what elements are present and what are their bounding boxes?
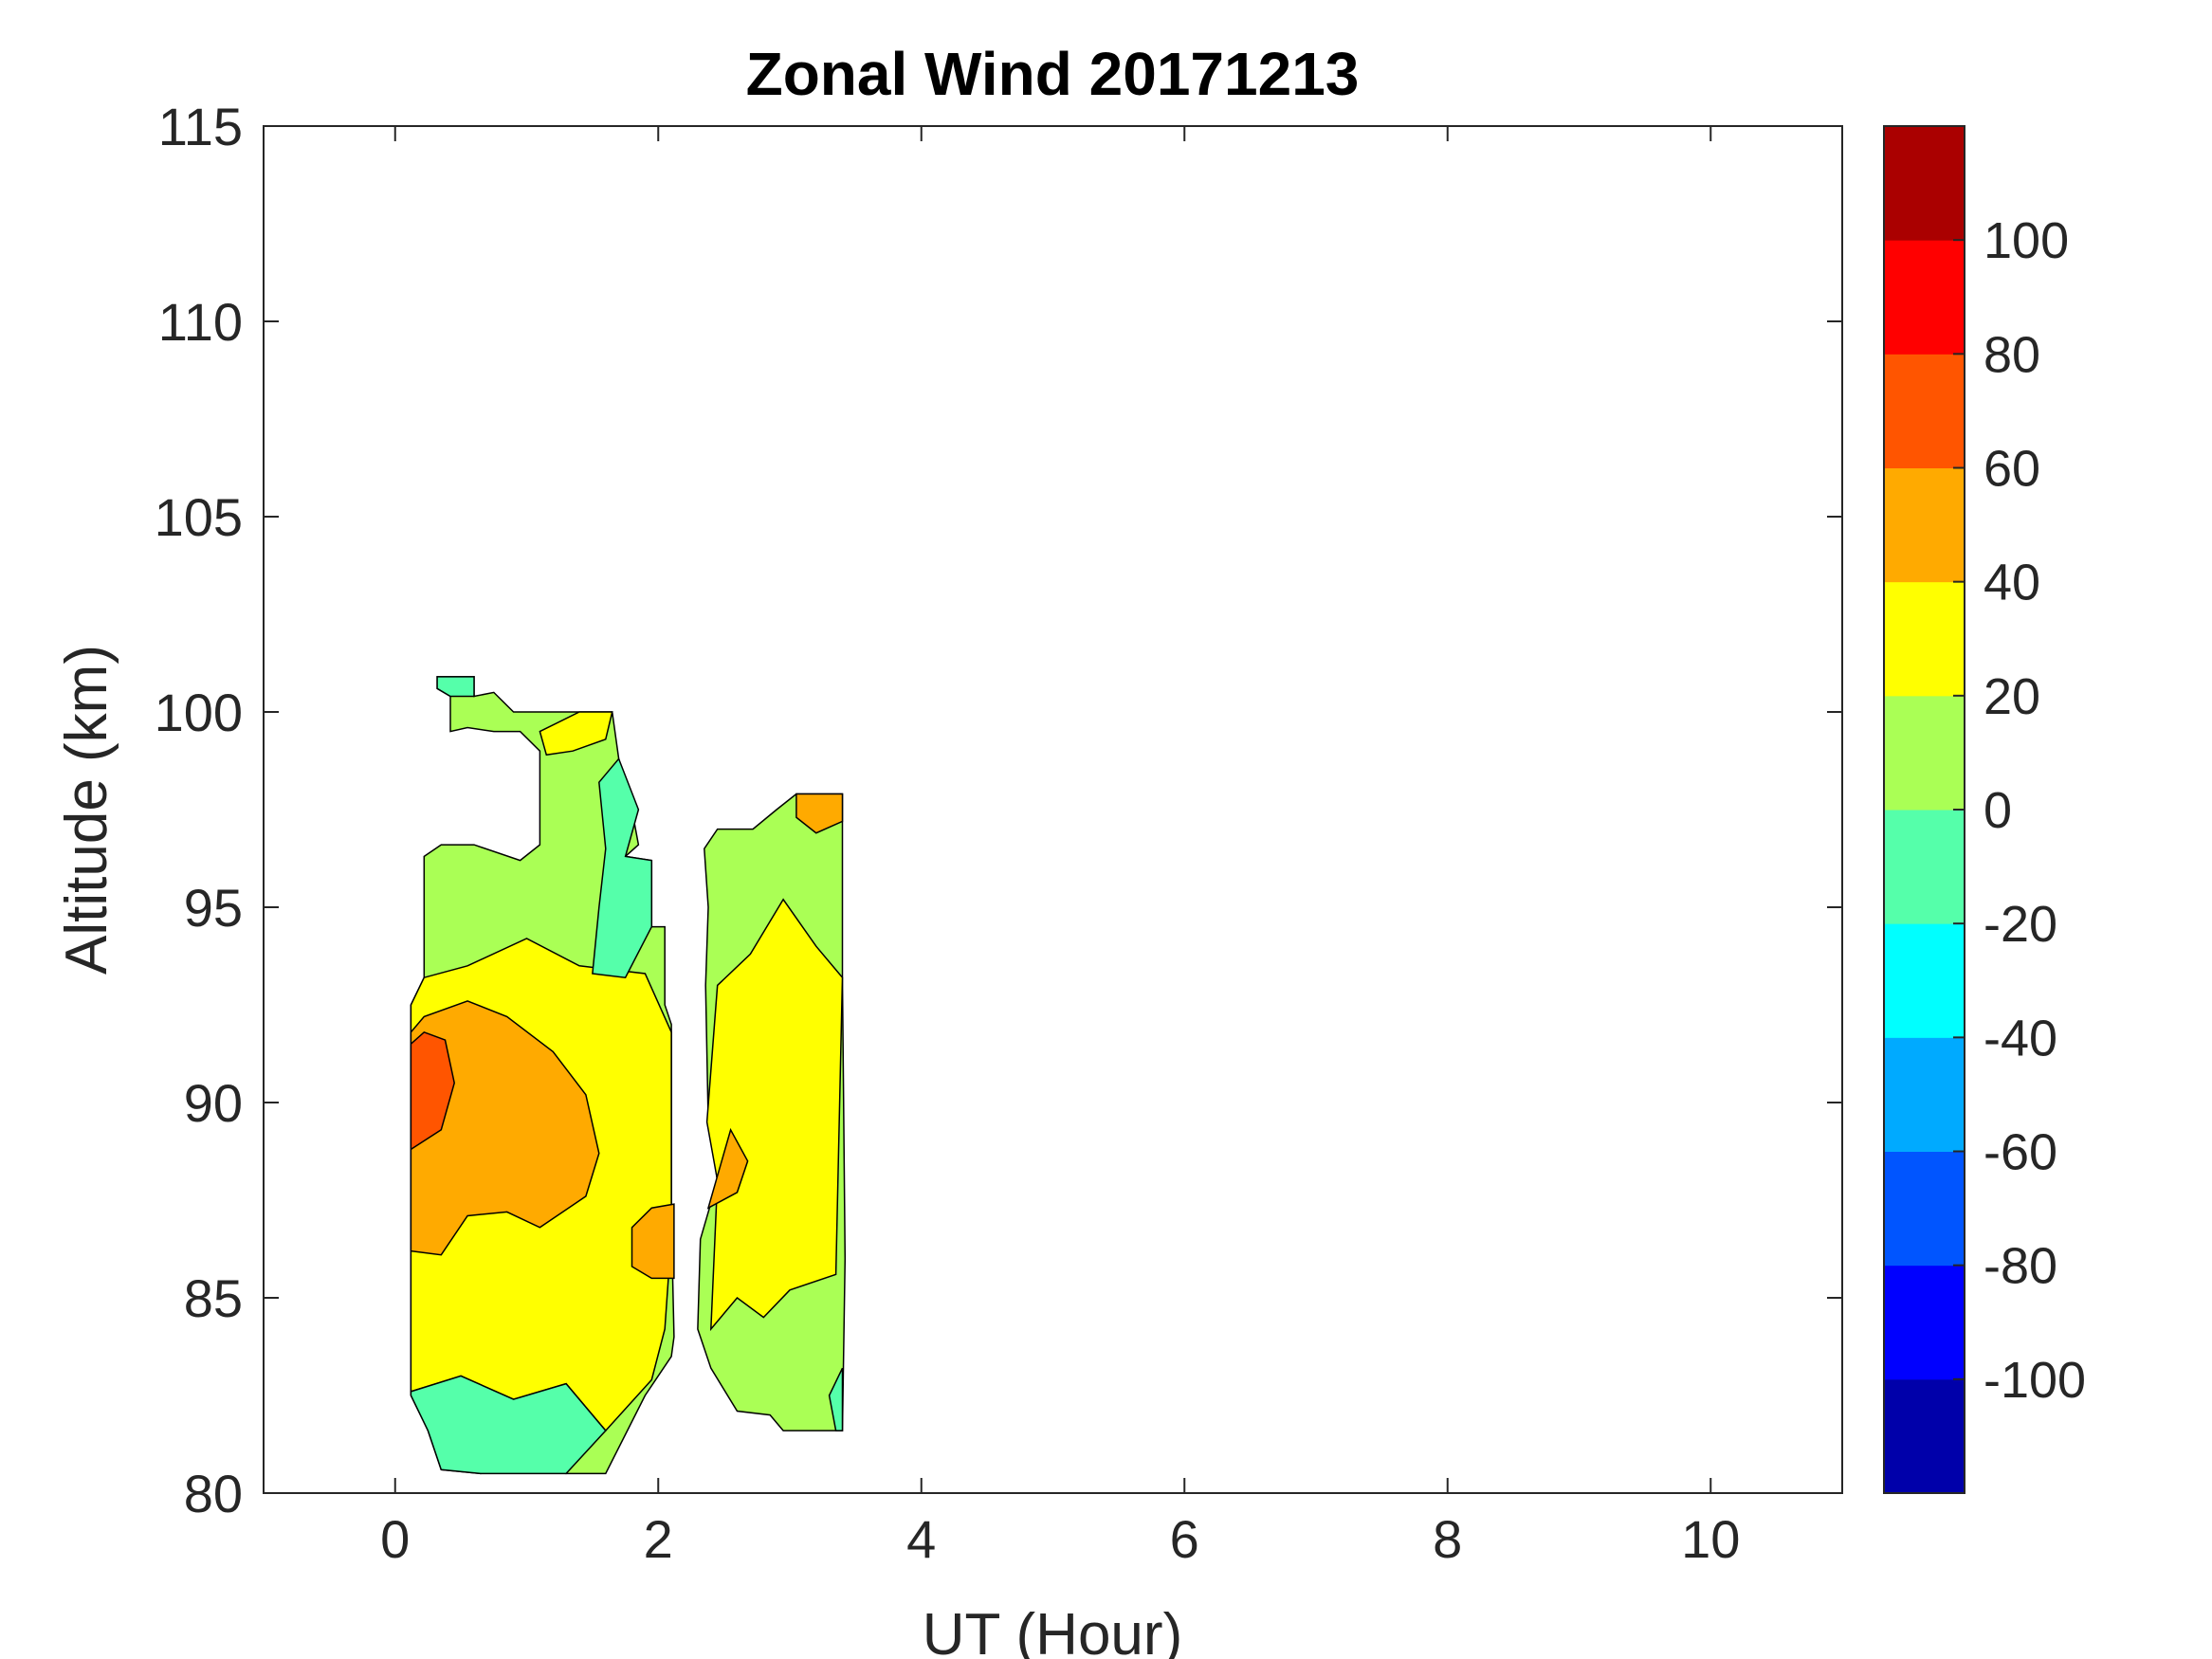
- colorbar-band: [1884, 1265, 1965, 1380]
- colorbar-tick-label: 100: [1983, 212, 2069, 269]
- colorbar-tick-label: 80: [1983, 326, 2040, 383]
- colorbar-band: [1884, 1037, 1965, 1152]
- x-tick-label: 0: [380, 1509, 410, 1569]
- contour-level-12: [828, 1367, 844, 1431]
- contour-level-6: [592, 757, 653, 979]
- colorbar-tick-label: -80: [1983, 1238, 2057, 1295]
- colorbar-tick-label: -40: [1983, 1010, 2057, 1066]
- x-tick-label: 10: [1681, 1509, 1740, 1569]
- contour-level-2: [705, 898, 844, 1332]
- contour-level-10: [706, 1127, 749, 1210]
- x-tick-label: 4: [906, 1509, 936, 1569]
- colorbar-tick-label: 0: [1983, 782, 2012, 839]
- contour-level-9: [795, 793, 844, 834]
- colorbar-tick-label: -60: [1983, 1124, 2057, 1181]
- y-axis: 80 85 90 95 100 105 110 115: [155, 97, 1842, 1523]
- y-tick-label: 80: [184, 1464, 243, 1523]
- y-tick-label: 105: [155, 487, 243, 547]
- colorbar-tick-label: -100: [1983, 1352, 2086, 1409]
- y-tick-label: 100: [155, 683, 243, 742]
- colorbar-band: [1884, 240, 1965, 355]
- colorbar-tick-label: -20: [1983, 896, 2057, 953]
- y-tick-label: 115: [158, 97, 243, 156]
- y-tick-label: 110: [158, 292, 243, 352]
- colorbar-tick-label: 60: [1983, 441, 2040, 498]
- contour-level-8: [539, 711, 613, 757]
- colorbar: -100 -80 -60 -40 -20 0 20 40 60 80 100: [1883, 125, 2086, 1494]
- colorbar-band: [1884, 810, 1965, 924]
- contour-fill-layer: [410, 676, 847, 1475]
- colorbar-band: [1884, 1151, 1965, 1267]
- y-axis-label: Altitude (km): [54, 645, 119, 975]
- x-tick-label: 2: [644, 1509, 673, 1569]
- colorbar-band: [1884, 923, 1965, 1038]
- chart-title: Zonal Wind 20171213: [746, 40, 1360, 108]
- colorbar-band: [1884, 126, 1965, 241]
- colorbar-band: [1884, 581, 1965, 697]
- y-tick-label: 95: [184, 878, 243, 938]
- x-axis-label: UT (Hour): [923, 1602, 1182, 1659]
- y-tick-label: 90: [184, 1073, 243, 1133]
- contour-level-4: [410, 1030, 455, 1151]
- colorbar-tick-label: 40: [1983, 555, 2040, 611]
- contour-level-7: [436, 676, 475, 698]
- colorbar-band: [1884, 695, 1965, 811]
- colorbar-band: [1884, 467, 1965, 583]
- contour-level-11: [631, 1203, 675, 1280]
- x-axis: 0 2 4 6 8 10: [380, 126, 1740, 1569]
- colorbar-band: [1884, 354, 1965, 468]
- plot-frame: [263, 125, 1843, 1494]
- colorbar-tick-label: 20: [1983, 668, 2040, 725]
- contour-level-5: [410, 1375, 607, 1475]
- x-tick-label: 8: [1433, 1509, 1462, 1569]
- y-tick-label: 85: [184, 1268, 243, 1328]
- contour-level-3: [410, 1000, 600, 1256]
- colorbar-band: [1884, 1378, 1965, 1494]
- x-tick-label: 6: [1170, 1509, 1199, 1569]
